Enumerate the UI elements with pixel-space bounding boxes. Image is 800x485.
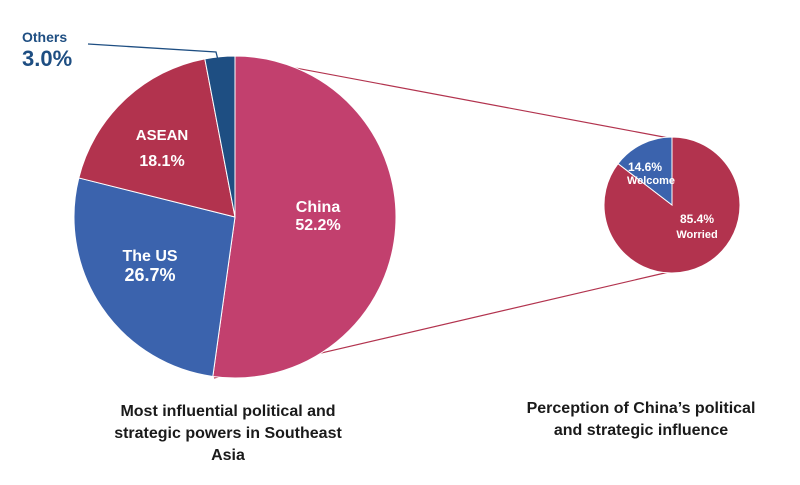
slice-value-us: 26.7% [124,265,175,285]
slice-value-others: 3.0% [22,46,72,71]
slice-value-welcome: 14.6% [628,160,662,174]
main-pie-caption-line-1: Most influential political and [120,403,335,420]
slice-label-us: The US [122,248,177,265]
connector-line-top [236,56,670,139]
main-pie-slice-others [204,55,236,218]
slice-value-asean: 18.1% [139,153,184,170]
others-leader-line [87,43,219,61]
main-pie-slice-china [212,55,397,379]
sub-pie-caption-line-2: and strategic influence [554,422,728,439]
sub-pie-caption-line-1: Perception of China’s political [527,400,756,417]
main-pie [73,55,397,379]
main-pie-slice-the-us [73,177,236,378]
main-pie-caption-line-3: Asia [211,447,245,464]
slice-label-worried: Worried [676,229,717,241]
slice-value-worried: 85.4% [680,212,714,226]
sub-pie-slice-welcome [617,136,673,207]
main-pie-caption-line-2: strategic powers in Southeast [114,425,342,442]
slice-value-china: 52.2% [295,217,340,234]
slice-label-others: Others [22,29,67,45]
main-pie-slice-asean [78,58,236,218]
slice-label-welcome: Welcome [627,175,675,187]
china-perception-pie [603,136,741,274]
slice-label-asean: ASEAN [136,127,189,144]
slice-label-china: China [296,199,341,216]
